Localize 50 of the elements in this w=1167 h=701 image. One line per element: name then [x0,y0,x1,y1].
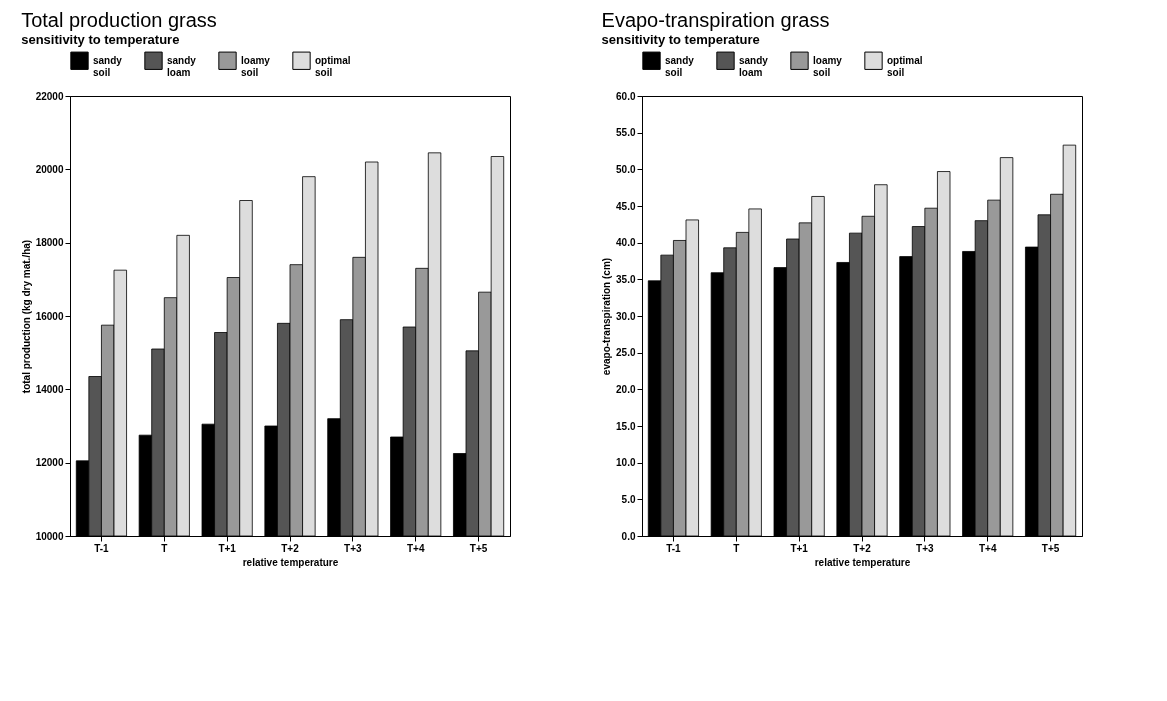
y-tick-label: 14000 [35,383,64,395]
x-tick-label: T+4 [406,542,425,554]
y-tick-label: 12000 [35,457,64,469]
y-tick-label: 40.0 [616,237,636,249]
x-tick-label: T+2 [281,542,300,554]
legend-label: sandy loam [739,54,769,78]
y-tick-label: 16000 [35,310,64,322]
y-axis-title: total production (kg dry mat./ha) [20,239,32,394]
x-tick-label: T+5 [469,542,488,554]
y-tick-label: 20.0 [616,383,636,395]
y-tick-label: 60.0 [616,90,636,102]
y-tick-label: 22000 [35,90,64,102]
x-tick-label: T+3 [344,542,363,554]
legend-label: optimal soil [315,54,351,78]
y-tick-label: 50.0 [616,163,636,175]
y-tick-label: 10000 [35,530,64,542]
y-tick-label: 30.0 [616,310,636,322]
y-tick-label: 35.0 [616,273,636,285]
chart-subtitle: sensitivity to temperature [601,32,760,47]
x-tick-label: T+2 [853,542,872,554]
legend-label: optimal soil [887,54,923,78]
x-tick-label: T+5 [1041,542,1060,554]
legend-label: loamy soil [241,54,271,78]
chart-subtitle: sensitivity to temperature [21,32,180,47]
y-tick-label: 15.0 [616,420,636,432]
chart-title: Evapo-transpiration grass [601,9,830,31]
y-tick-label: 10.0 [616,457,636,469]
x-tick-label: T+1 [218,542,237,554]
y-tick-label: 45.0 [616,200,636,212]
legend-label: loamy soil [813,54,843,78]
y-tick-label: 18000 [35,237,64,249]
legend-label: sandy soil [665,54,695,78]
y-axis-title: evapo-transpiration (cm) [601,257,613,376]
x-tick-label: T+1 [790,542,809,554]
chart-title: Total production grass [21,9,217,31]
x-tick-label: T+3 [916,542,935,554]
x-tick-label: T-1 [666,542,682,554]
legend-label: sandy soil [93,54,123,78]
legend-label: sandy loam [167,54,197,78]
y-tick-label: 0.0 [621,530,636,542]
x-tick-label: T+4 [978,542,997,554]
x-tick-label: T-1 [94,542,110,554]
y-tick-label: 20000 [35,163,64,175]
y-tick-label: 5.0 [621,493,636,505]
x-tick-label: T [161,542,168,554]
y-tick-label: 25.0 [616,347,636,359]
x-axis-title: relative temperature [242,556,339,568]
y-tick-label: 55.0 [616,127,636,139]
x-axis-title: relative temperature [814,556,911,568]
x-tick-label: T [733,542,740,554]
